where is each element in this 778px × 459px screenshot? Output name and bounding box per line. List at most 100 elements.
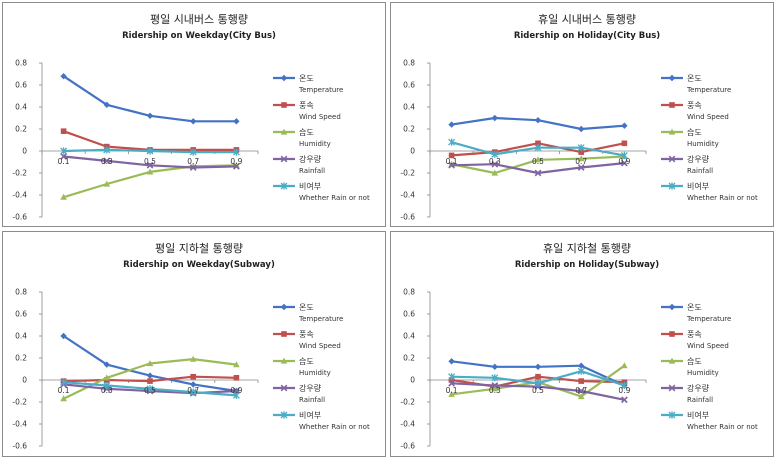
- legend-label: 강우량: [687, 383, 710, 393]
- y-tick-label: -0.6: [400, 213, 415, 222]
- data-point: [621, 140, 628, 147]
- data-point: [233, 118, 240, 125]
- legend-item: 습도 Humidity: [273, 128, 331, 148]
- chart-title: 평일 지하철 통행량: [155, 241, 243, 255]
- data-point: [491, 363, 498, 370]
- x-tick-label: 0.1: [446, 157, 458, 166]
- data-point: [491, 160, 499, 168]
- x-tick-label: 0.1: [58, 157, 70, 166]
- legend-marker: [280, 303, 288, 311]
- data-point: [190, 118, 197, 125]
- legend-label-en: Rainfall: [299, 396, 325, 404]
- data-point: [190, 381, 197, 388]
- data-point: [448, 152, 455, 159]
- data-point: [103, 157, 111, 165]
- data-point: [146, 168, 154, 175]
- legend-item: 풍속 Wind Speed: [273, 330, 341, 350]
- data-point: [189, 148, 197, 156]
- legend-item: 강우량 Rainfall: [661, 154, 713, 175]
- data-point: [448, 161, 455, 169]
- y-tick-label: 0.2: [403, 125, 415, 134]
- y-tick-label: 0.2: [403, 354, 415, 363]
- y-tick-label: 0.2: [15, 125, 27, 134]
- y-tick-label: 0.6: [15, 81, 27, 90]
- x-tick-label: 0.7: [187, 386, 199, 395]
- data-point: [491, 385, 499, 392]
- data-point: [103, 146, 111, 154]
- legend-label: 습도: [299, 128, 314, 137]
- data-point: [189, 388, 197, 396]
- data-point: [146, 372, 154, 379]
- data-point: [621, 396, 628, 404]
- y-tick-label: 0.4: [403, 332, 415, 341]
- legend-item: 온도 Temperature: [661, 74, 731, 94]
- legend-label-en: Humidity: [299, 369, 331, 377]
- data-point: [60, 378, 68, 386]
- series-whether-rain-or-not: [448, 367, 628, 390]
- data-point: [621, 122, 628, 129]
- data-point: [621, 159, 628, 167]
- y-tick-label: 0.8: [15, 59, 27, 68]
- series-whether-rain-or-not: [448, 138, 628, 159]
- legend-label: 습도: [687, 357, 702, 366]
- y-tick-label: 0.4: [15, 332, 27, 341]
- data-point: [233, 163, 240, 170]
- x-tick-label: 0.9: [618, 157, 630, 166]
- data-point: [232, 148, 240, 156]
- chart-svg: 휴일 지하철 통행량 Ridership on Holiday(Subway) 0.…: [400, 241, 758, 451]
- legend-marker: [668, 155, 676, 163]
- chart-subtitle: Ridership on Holiday(City Bus): [514, 31, 660, 41]
- y-tick-label: -0.2: [400, 398, 415, 407]
- x-tick-label: 0.5: [532, 386, 544, 395]
- data-point: [448, 121, 455, 128]
- data-point: [577, 367, 585, 375]
- legend-label: 습도: [687, 128, 702, 137]
- data-point: [534, 363, 542, 370]
- x-tick-label: 0.7: [575, 386, 587, 395]
- data-point: [448, 138, 456, 146]
- legend-item: 비여부 Whether Rain or not: [661, 181, 758, 202]
- data-point: [491, 382, 499, 389]
- legend-marker: [668, 411, 676, 419]
- legend-label: 풍속: [687, 101, 702, 110]
- legend-label-en: Temperature: [298, 86, 343, 94]
- legend-label-en: Wind Speed: [299, 113, 341, 121]
- data-point: [620, 151, 628, 159]
- legend-marker: [280, 357, 288, 364]
- chart-svg: 휴일 시내버스 통행량 Ridership on Holiday(City Bus…: [400, 12, 758, 222]
- y-tick-label: -0.4: [12, 420, 27, 429]
- legend-marker: [281, 331, 287, 337]
- y-tick-label: 0.4: [15, 103, 27, 112]
- data-point: [103, 180, 111, 187]
- legend-marker: [280, 182, 288, 190]
- x-tick-label: 0.9: [618, 386, 630, 395]
- legend-item: 습도 Humidity: [273, 357, 331, 377]
- x-tick-label: 0.9: [230, 157, 242, 166]
- legend-item: 풍속 Wind Speed: [273, 101, 341, 121]
- y-tick-label: 0.8: [403, 59, 415, 68]
- legend-marker: [669, 102, 675, 108]
- series-whether-rain-or-not: [60, 378, 240, 399]
- y-tick-label: -0.2: [12, 169, 27, 178]
- legend-item: 습도 Humidity: [661, 357, 719, 377]
- legend-label: 비여부: [687, 181, 709, 191]
- series-line: [63, 130, 237, 151]
- legend-marker: [280, 128, 288, 135]
- data-point: [103, 381, 111, 390]
- chart-subtitle: Ridership on Weekday(City Bus): [122, 31, 276, 41]
- chart-title: 휴일 지하철 통행량: [543, 241, 631, 255]
- legend-label: 풍속: [299, 330, 314, 339]
- data-point: [232, 391, 240, 399]
- data-point: [534, 169, 542, 177]
- data-point: [233, 361, 240, 368]
- legend-item: 온도 Temperature: [273, 303, 343, 323]
- data-point: [103, 361, 110, 368]
- y-tick-label: 0: [22, 376, 27, 385]
- y-tick-label: 0.6: [15, 310, 27, 319]
- legend-label: 온도: [299, 303, 314, 312]
- data-point: [146, 360, 154, 367]
- y-tick-label: 0: [410, 376, 415, 385]
- legend-item: 온도 Temperature: [273, 74, 343, 94]
- legend-item: 풍속 Wind Speed: [661, 101, 729, 121]
- series-rainfall: [60, 153, 240, 171]
